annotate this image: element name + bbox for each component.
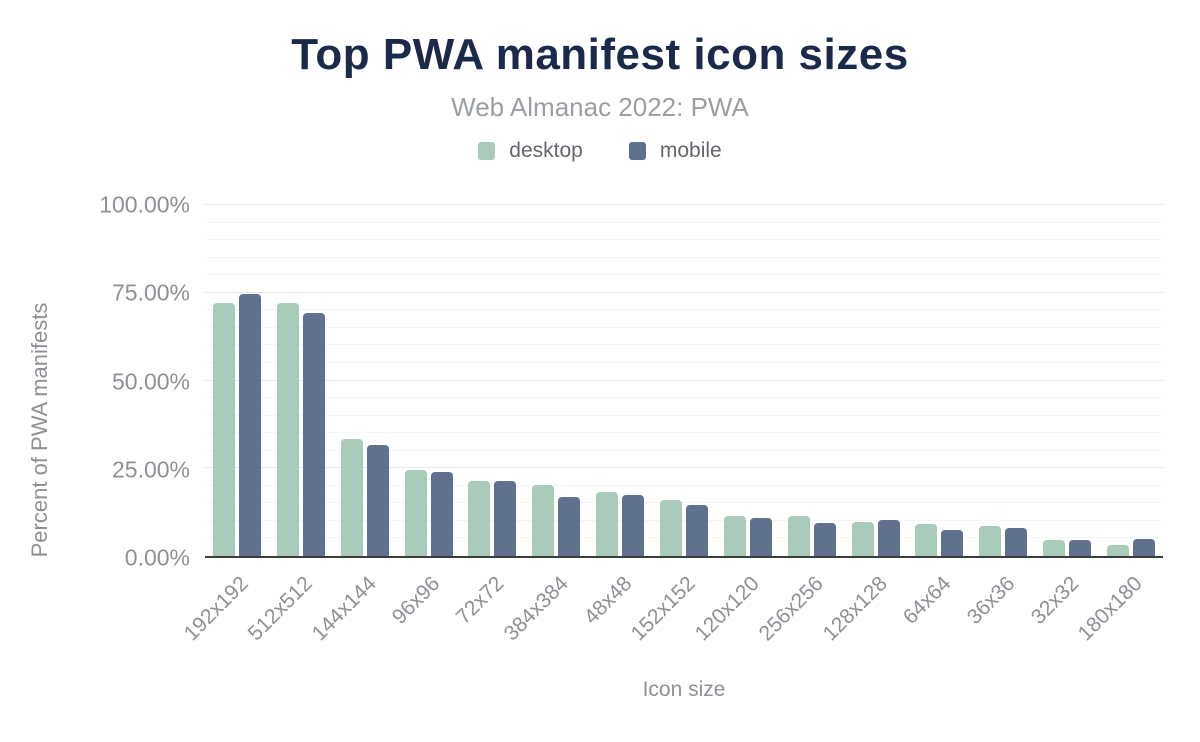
- bar-desktop-192x192[interactable]: [212, 302, 235, 556]
- desktop-swatch-icon: [478, 142, 496, 160]
- bar-group-152x152: [652, 205, 716, 556]
- x-tick-cell: 144x144: [308, 560, 397, 660]
- gridline: [205, 449, 1163, 451]
- bar-group-96x96: [397, 205, 461, 556]
- bar-mobile-48x48[interactable]: [622, 494, 645, 556]
- y-tick-label: 25.00%: [111, 456, 190, 483]
- y-tick-label: 0.00%: [124, 544, 190, 571]
- gridline: [205, 397, 1163, 399]
- bar-group-512x512: [269, 205, 333, 556]
- bar-group-128x128: [844, 205, 908, 556]
- bar-desktop-64x64[interactable]: [915, 524, 938, 556]
- gridline: [205, 221, 1163, 223]
- bar-mobile-72x72[interactable]: [494, 481, 517, 556]
- bar-mobile-512x512[interactable]: [302, 313, 325, 556]
- x-tick-label: 48x48: [579, 572, 637, 629]
- bar-group-144x144: [333, 205, 397, 556]
- x-tick-label: 32x32: [1026, 572, 1084, 629]
- page-subtitle: Web Almanac 2022: PWA: [451, 92, 749, 122]
- gridline: [205, 309, 1163, 311]
- bar-group-256x256: [780, 205, 844, 556]
- gridline: [205, 484, 1163, 486]
- gridline: [205, 204, 1163, 205]
- bar-desktop-48x48[interactable]: [596, 492, 619, 556]
- x-tick-cell: 128x128: [819, 560, 908, 660]
- bar-desktop-120x120[interactable]: [723, 516, 746, 556]
- x-tick-label: 64x64: [898, 572, 956, 629]
- bar-mobile-120x120[interactable]: [749, 518, 772, 556]
- bar-group-384x384: [524, 205, 588, 556]
- bar-group-64x64: [907, 205, 971, 556]
- bar-mobile-192x192[interactable]: [238, 294, 261, 556]
- legend-item-mobile[interactable]: mobile: [628, 139, 722, 163]
- bar-mobile-180x180[interactable]: [1132, 539, 1155, 556]
- bar-group-32x32: [1035, 205, 1099, 556]
- bar-desktop-144x144[interactable]: [340, 438, 363, 556]
- x-tick-cell: 36x36: [963, 560, 1035, 660]
- bar-mobile-144x144[interactable]: [366, 445, 389, 556]
- gridline: [205, 537, 1163, 539]
- bar-desktop-96x96[interactable]: [404, 470, 427, 556]
- x-tick-label: 192x192: [179, 572, 254, 646]
- bar-mobile-32x32[interactable]: [1069, 539, 1092, 556]
- bar-mobile-128x128[interactable]: [877, 520, 900, 556]
- gridline: [205, 274, 1163, 276]
- bar-desktop-180x180[interactable]: [1106, 544, 1129, 556]
- x-tick-cell: 64x64: [899, 560, 971, 660]
- x-tick-label: 96x96: [388, 572, 445, 629]
- bar-desktop-384x384[interactable]: [532, 484, 555, 556]
- gridline: [205, 239, 1163, 241]
- gridline: [205, 326, 1163, 328]
- bar-desktop-512x512[interactable]: [276, 302, 299, 556]
- mobile-swatch-icon: [628, 142, 646, 160]
- bar-desktop-32x32[interactable]: [1043, 540, 1066, 556]
- y-tick-label: 75.00%: [111, 279, 190, 306]
- legend-label-mobile: mobile: [659, 139, 722, 162]
- gridline: [205, 379, 1163, 381]
- legend: desktop mobile: [0, 136, 1200, 166]
- bar-mobile-64x64[interactable]: [941, 530, 964, 556]
- legend-label-desktop: desktop: [509, 139, 583, 162]
- x-tick-cell: 180x180: [1074, 560, 1163, 660]
- bar-group-48x48: [588, 205, 652, 556]
- plot-area: [205, 204, 1163, 558]
- y-axis-tick-labels: 0.00% 25.00% 50.00% 75.00% 100.00%: [0, 192, 190, 571]
- page-title: Top PWA manifest icon sizes: [291, 30, 909, 79]
- x-tick-cell: 96x96: [388, 560, 461, 660]
- bar-group-120x120: [716, 205, 780, 556]
- x-tick-label: 36x36: [962, 572, 1020, 629]
- gridline: [205, 344, 1163, 346]
- y-tick-label: 50.00%: [111, 368, 190, 394]
- bar-desktop-152x152[interactable]: [659, 500, 682, 556]
- bar-group-36x36: [971, 205, 1035, 556]
- gridline: [205, 414, 1163, 416]
- x-tick-cell: 384x384: [499, 560, 588, 660]
- legend-item-desktop[interactable]: desktop: [478, 139, 583, 163]
- bar-mobile-384x384[interactable]: [558, 496, 581, 556]
- y-tick-label: 100.00%: [99, 191, 190, 218]
- bar-mobile-152x152[interactable]: [685, 505, 708, 556]
- bar-mobile-256x256[interactable]: [813, 523, 836, 556]
- x-axis-title: Icon size: [642, 678, 726, 701]
- bar-desktop-256x256[interactable]: [787, 516, 810, 556]
- bar-desktop-72x72[interactable]: [468, 480, 491, 556]
- gridline: [205, 467, 1163, 469]
- bar-group-180x180: [1099, 205, 1163, 556]
- x-axis-tick-labels: 192x192 512x512 144x144 96x96 72x72 384x384 48…: [180, 560, 1163, 660]
- bar-mobile-36x36[interactable]: [1005, 528, 1028, 556]
- bar-mobile-96x96[interactable]: [430, 472, 453, 556]
- gridline: [205, 291, 1163, 293]
- gridline: [205, 432, 1163, 434]
- gridline: [205, 361, 1163, 363]
- bar-groups: [205, 205, 1163, 556]
- x-tick-label: 72x72: [451, 572, 509, 629]
- bar-desktop-128x128[interactable]: [851, 522, 874, 556]
- gridline: [205, 256, 1163, 258]
- gridline: [205, 519, 1163, 521]
- bar-group-72x72: [460, 205, 524, 556]
- gridline: [205, 502, 1163, 504]
- bar-desktop-36x36[interactable]: [979, 526, 1002, 556]
- bar-group-192x192: [205, 205, 269, 556]
